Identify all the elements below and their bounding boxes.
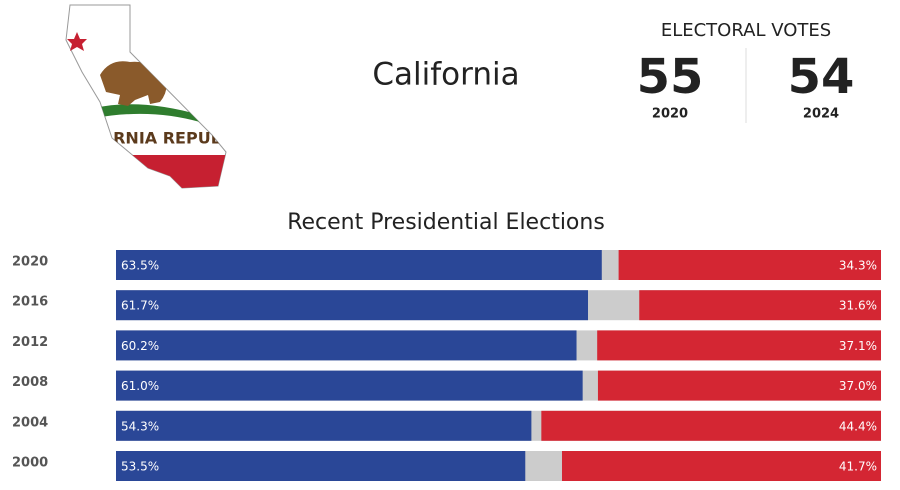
electoral-title: ELECTORAL VOTES	[661, 20, 831, 41]
state-name: California	[372, 57, 519, 93]
bar-rep	[541, 410, 881, 441]
value-label: 44.4%	[839, 419, 877, 433]
year-label: 2016	[12, 295, 48, 310]
year-label: 2008	[12, 375, 48, 390]
year-label: 2012	[12, 335, 48, 350]
bar-dem	[116, 410, 532, 441]
value-label: 54.3%	[121, 419, 159, 433]
value-label: 61.0%	[121, 379, 159, 393]
electoral-votes: 54	[788, 49, 855, 105]
flag-text: RNIA REPUB	[113, 129, 223, 148]
bar-dem	[116, 290, 589, 321]
value-label: 53.5%	[121, 460, 159, 474]
year-label: 2000	[12, 456, 48, 471]
bar-rep	[597, 370, 881, 401]
value-label: 63.5%	[121, 259, 159, 273]
bar-dem	[116, 370, 583, 401]
value-label: 31.6%	[839, 299, 877, 313]
bar-rep	[597, 330, 881, 361]
state-flag-map: RNIA REPUB	[65, 4, 227, 189]
chart-title: Recent Presidential Elections	[287, 210, 605, 235]
year-label: 2004	[12, 415, 48, 430]
value-label: 37.0%	[839, 379, 877, 393]
year-label: 2020	[12, 255, 48, 270]
electoral-votes: 55	[637, 49, 704, 105]
bar-rep	[561, 451, 881, 481]
bar-rep	[639, 290, 881, 321]
electoral-year: 2020	[652, 107, 688, 122]
value-label: 60.2%	[121, 339, 159, 353]
bar-dem	[116, 330, 577, 361]
bar-dem	[116, 250, 602, 280]
value-label: 37.1%	[839, 339, 877, 353]
bar-dem	[116, 451, 526, 481]
value-label: 61.7%	[121, 299, 159, 313]
value-label: 34.3%	[839, 259, 877, 273]
electoral-year: 2024	[803, 107, 839, 122]
bar-rep	[618, 250, 881, 280]
value-label: 41.7%	[839, 460, 877, 474]
